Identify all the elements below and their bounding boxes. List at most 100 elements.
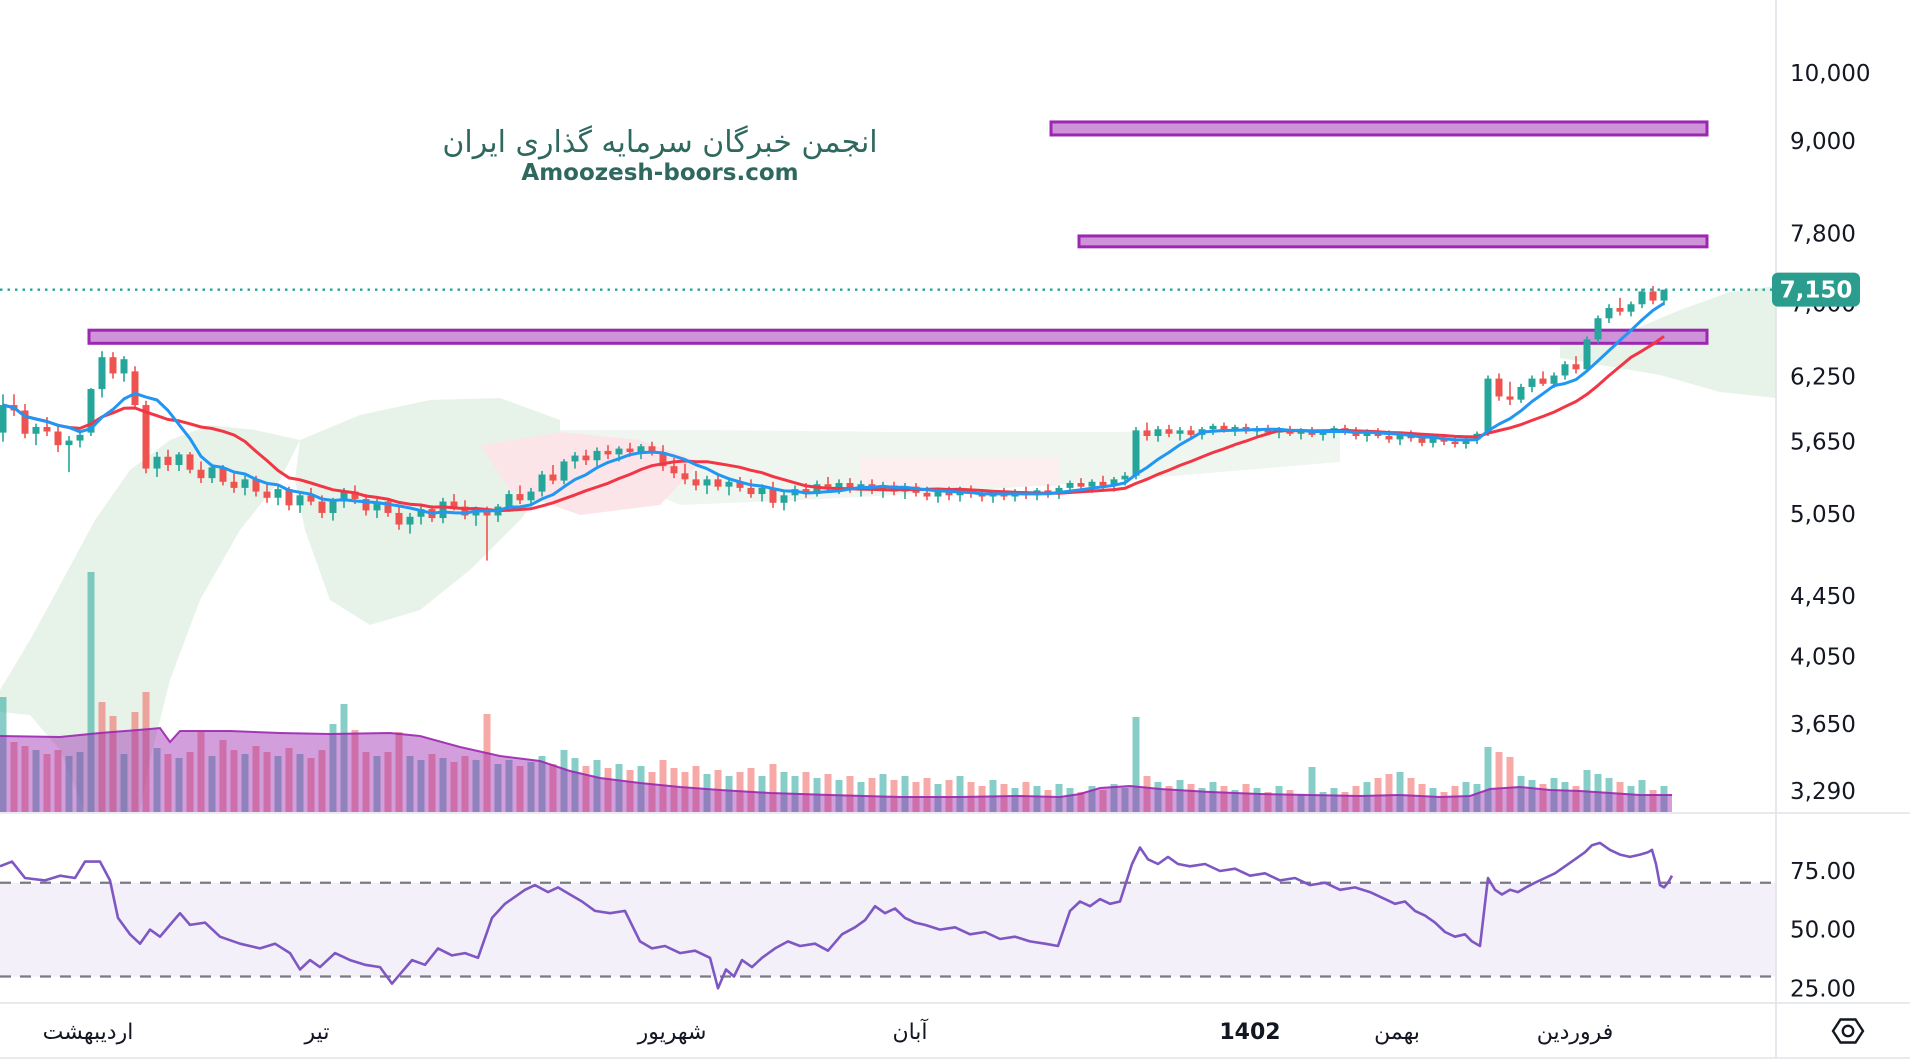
volume-bar — [1451, 786, 1459, 812]
price-axis-label[interactable]: 4,050 — [1790, 645, 1856, 671]
volume-bar — [1286, 790, 1294, 812]
time-axis-label[interactable]: تیر — [304, 1020, 330, 1045]
volume-bar — [1319, 792, 1327, 812]
candle-body — [285, 489, 293, 506]
candle-body — [1638, 291, 1646, 305]
price-axis-label[interactable]: 4,450 — [1790, 584, 1856, 610]
volume-bar — [1176, 780, 1184, 812]
volume-bar — [1660, 786, 1668, 812]
volume-bar — [527, 762, 535, 812]
volume-bar — [1473, 784, 1481, 812]
volume-bar — [10, 742, 18, 812]
volume-bar — [703, 774, 711, 812]
volume-bar — [120, 754, 128, 812]
candle-body — [769, 487, 777, 503]
candle-body — [351, 491, 359, 500]
candle-body — [1506, 396, 1514, 400]
candle-body — [714, 479, 722, 487]
rsi-axis-label[interactable]: 25.00 — [1790, 976, 1856, 1002]
price-axis-label[interactable]: 9,000 — [1790, 129, 1856, 155]
candle-body — [1594, 318, 1602, 340]
candle-body — [1297, 430, 1305, 434]
time-axis-label[interactable]: اردیبهشت — [43, 1020, 134, 1045]
candle-body — [208, 467, 216, 479]
candle-body — [670, 466, 678, 474]
candle-body — [923, 492, 931, 497]
time-axis-label[interactable]: آبان — [892, 1018, 928, 1045]
rsi-line — [0, 841, 1674, 990]
volume-bar — [1429, 788, 1437, 812]
volume-bar — [538, 756, 546, 812]
candle-body — [692, 479, 700, 486]
price-axis-label[interactable]: 5,050 — [1790, 502, 1856, 528]
zone-rectangle[interactable] — [87, 328, 1709, 345]
candle-body — [131, 371, 139, 406]
volume-bar — [340, 704, 348, 812]
volume-bar — [384, 752, 392, 812]
volume-bar — [428, 754, 436, 812]
price-axis-label[interactable]: 3,290 — [1790, 779, 1856, 805]
volume-bar — [472, 760, 480, 812]
volume-bar — [1506, 757, 1514, 812]
volume-bar — [747, 768, 755, 812]
candle-body — [219, 467, 227, 482]
time-axis-label[interactable]: فروردین — [1537, 1020, 1614, 1045]
time-axis-label[interactable]: 1402 — [1219, 1020, 1280, 1045]
volume-bar — [626, 770, 634, 812]
ichimoku-clouds — [0, 286, 1776, 812]
rsi-axis[interactable]: 75.00 50.00 25.00 — [1790, 859, 1856, 1002]
volume-ma-line — [0, 726, 1672, 799]
candle-body — [945, 491, 953, 496]
price-axis-label[interactable]: 7,800 — [1790, 221, 1856, 247]
candle-body — [1561, 364, 1569, 376]
volume-bar — [21, 746, 29, 812]
volume-bar — [373, 756, 381, 812]
hexagon-dot-icon[interactable] — [1831, 1018, 1865, 1044]
candle-body — [846, 483, 854, 490]
volume-bar — [1484, 747, 1492, 812]
volume-bar — [824, 774, 832, 812]
volume-bar — [1143, 776, 1151, 812]
volume-bar — [1209, 782, 1217, 812]
candle-body — [1451, 441, 1459, 444]
rsi-axis-label[interactable]: 50.00 — [1790, 918, 1856, 944]
candle-body — [934, 491, 942, 497]
candle-body — [582, 455, 590, 461]
volume-bar — [1077, 792, 1085, 812]
candle-body — [813, 484, 821, 495]
price-axis-label[interactable]: 5,650 — [1790, 430, 1856, 456]
volume-bar — [1132, 717, 1140, 812]
zone-rectangle[interactable] — [1049, 120, 1709, 137]
price-axis-label[interactable]: 6,250 — [1790, 365, 1856, 391]
candle-body — [747, 487, 755, 495]
volume-bar — [1418, 784, 1426, 812]
candle-body — [87, 389, 95, 433]
price-axis-label[interactable]: 10,000 — [1790, 61, 1870, 87]
time-axis-label[interactable]: شهریور — [637, 1020, 707, 1045]
volume-bar — [1385, 774, 1393, 812]
volume-bar — [1088, 786, 1096, 812]
volume-bar — [274, 756, 282, 812]
supply-demand-zones[interactable] — [87, 120, 1709, 345]
candle-body — [406, 516, 414, 525]
candle-body — [1352, 432, 1360, 437]
volume-pane — [0, 572, 1672, 812]
price-axis-label[interactable]: 3,650 — [1790, 712, 1856, 738]
time-axis-label[interactable]: بهمن — [1374, 1020, 1420, 1045]
candle-body — [1495, 378, 1503, 397]
rsi-axis-label[interactable]: 75.00 — [1790, 859, 1856, 885]
candle-body — [450, 501, 458, 507]
candle-body — [296, 495, 304, 506]
candle-body — [21, 410, 29, 434]
volume-bar — [1066, 788, 1074, 812]
candle-body — [1132, 430, 1140, 476]
price-axis[interactable]: 10,0009,0007,8007,0006,2505,6505,0504,45… — [1790, 61, 1870, 805]
candle-body — [1143, 430, 1151, 437]
candle-body — [780, 495, 788, 503]
rsi-band — [0, 882, 1776, 977]
candle-body — [1605, 307, 1613, 319]
time-axis[interactable]: اردیبهشت تیر شهریور آبان 1402 بهمن فروردین — [43, 1018, 1614, 1045]
volume-bar — [1198, 788, 1206, 812]
zone-rectangle[interactable] — [1077, 234, 1709, 249]
